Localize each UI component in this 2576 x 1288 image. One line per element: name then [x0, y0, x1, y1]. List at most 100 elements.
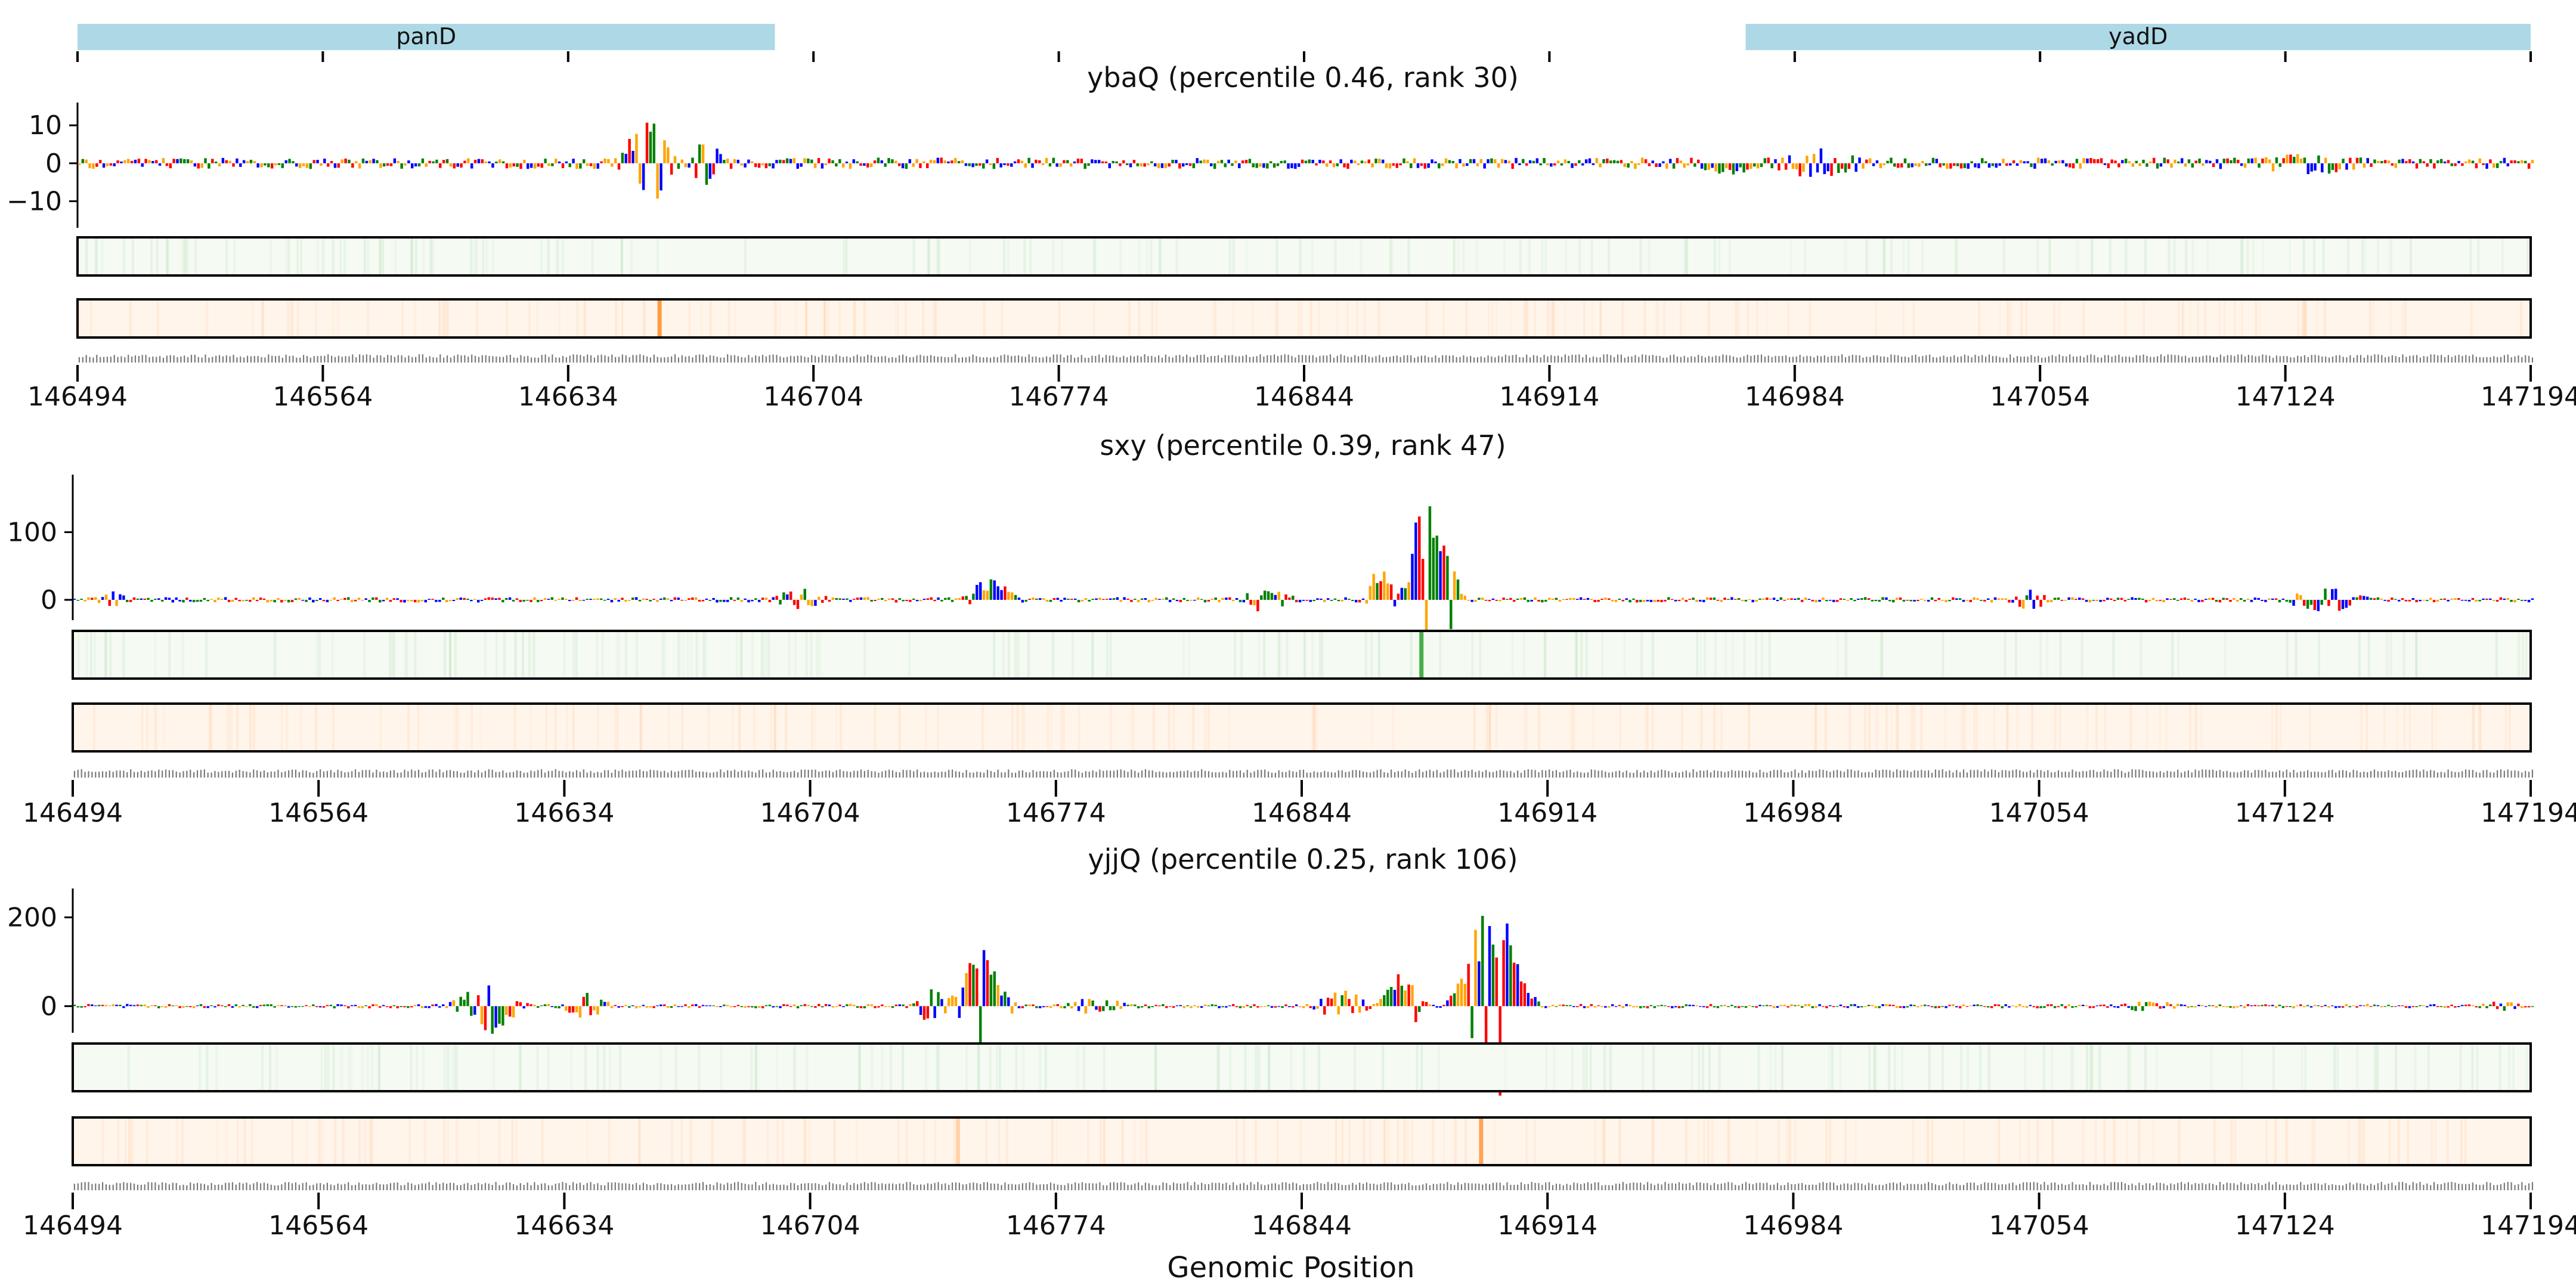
logo-glyph-A	[445, 159, 449, 163]
logo-glyph-G	[1234, 160, 1237, 163]
logo-glyph-C	[1857, 1006, 1860, 1008]
attribution-cell	[331, 632, 334, 677]
logo-glyph-T	[129, 599, 132, 602]
logo-glyph-G	[1621, 1006, 1625, 1008]
logo-glyph-A	[1337, 599, 1340, 602]
logo-glyph-A	[214, 161, 218, 163]
logo-glyph-C	[1091, 159, 1094, 163]
logo-glyph-T	[1450, 995, 1453, 1007]
logo-glyph-T	[1305, 599, 1309, 601]
attribution-cell	[1590, 239, 1593, 274]
attribution-cell	[449, 632, 452, 677]
variant-cell	[228, 705, 231, 750]
logo-glyph-C	[530, 163, 533, 168]
logo-glyph-T	[1593, 599, 1596, 602]
variant-cell	[838, 301, 841, 336]
logo-glyph-G	[2450, 598, 2453, 600]
variant-cell	[1679, 301, 1682, 336]
logo-glyph-G	[2018, 1004, 2021, 1007]
logo-glyph-A	[1527, 599, 1530, 602]
attribution-cell	[1928, 1045, 1931, 1090]
logo-glyph-A	[1087, 163, 1090, 166]
logo-glyph-A	[1281, 1006, 1284, 1008]
logo-glyph-G	[2187, 1006, 2190, 1008]
attribution-cell	[495, 632, 498, 677]
logo-peak-glyph-A	[937, 992, 940, 1007]
logo-glyph-T	[1685, 599, 1688, 602]
logo-glyph-T	[537, 163, 540, 167]
attribution-cell	[2402, 632, 2405, 677]
logo-glyph-A	[568, 163, 571, 168]
logo-glyph-T	[2018, 599, 2021, 607]
variant-cell	[2403, 705, 2406, 750]
logo-glyph-G	[666, 598, 670, 600]
logo-glyph-T	[540, 599, 543, 602]
logo-glyph-A	[501, 161, 505, 163]
attribution-cell	[1700, 632, 1702, 677]
logo-glyph-A	[1308, 159, 1311, 163]
attribution-cell	[1439, 632, 1442, 677]
logo-glyph-G	[729, 1006, 733, 1008]
logo-glyph-T	[2302, 599, 2306, 606]
logo-glyph-G	[445, 1006, 448, 1008]
logo-glyph-A	[1956, 163, 1959, 166]
logo-glyph-A	[1137, 1006, 1140, 1009]
logo-glyph-C	[915, 599, 919, 602]
variant-cell	[554, 705, 557, 750]
logo-glyph-T	[238, 599, 241, 602]
logo-glyph-C	[2159, 163, 2163, 167]
logo-glyph-A	[1779, 597, 1783, 600]
logo-glyph-A	[1660, 1005, 1663, 1007]
logo-glyph-C	[716, 599, 719, 603]
variant-cell	[2279, 705, 2282, 750]
attribution-cell	[2262, 239, 2264, 274]
logo-glyph-A	[1609, 160, 1612, 163]
variant-cell	[1465, 1119, 1467, 1164]
logo-glyph-T	[2383, 160, 2387, 163]
logo-glyph-C	[2015, 163, 2019, 166]
attribution-cell	[2415, 632, 2418, 677]
x-tick-label: 146634	[518, 382, 618, 412]
attribution-cell	[1389, 239, 1392, 274]
logo-glyph-C	[1227, 159, 1230, 163]
attribution-cell	[422, 239, 425, 274]
logo-glyph-T	[1241, 160, 1244, 163]
variant-cell	[2308, 705, 2311, 750]
attribution-cell	[416, 1045, 419, 1090]
variant-cell	[640, 705, 643, 750]
logo-glyph-A	[206, 599, 209, 602]
logo-glyph-T	[116, 160, 119, 163]
logo-glyph-G	[397, 160, 400, 163]
logo-glyph-C	[1158, 599, 1161, 600]
logo-glyph-A	[2306, 1005, 2309, 1007]
logo-glyph-T	[1600, 599, 1603, 600]
logo-glyph-T	[2183, 597, 2187, 600]
logo-glyph-C	[1295, 1004, 1298, 1007]
attribution-cell	[472, 239, 475, 274]
logo-glyph-G	[104, 595, 108, 600]
logo-glyph-G	[1024, 163, 1027, 168]
logo-glyph-A	[2429, 159, 2432, 163]
attribution-cell	[2498, 1045, 2501, 1090]
logo-glyph-G	[571, 599, 575, 601]
logo-glyph-C	[1000, 590, 1003, 600]
logo-peak-glyph-T	[484, 1006, 487, 1030]
logo-glyph-G	[1593, 1006, 1596, 1008]
logo-glyph-T	[2155, 1003, 2159, 1007]
logo-glyph-A	[2198, 158, 2201, 163]
attribution-cell	[1883, 239, 1885, 274]
logo-glyph-C	[2531, 598, 2534, 600]
attribution-cell	[2086, 1045, 2089, 1090]
logo-glyph-T	[940, 157, 943, 163]
attribution-cell	[339, 239, 342, 274]
logo-glyph-T	[1865, 159, 1868, 163]
logo-glyph-A	[881, 597, 884, 600]
logo-glyph-C	[572, 159, 575, 163]
attribution-cell	[101, 239, 104, 274]
variant-cell	[1778, 1119, 1781, 1164]
logo-glyph-A	[294, 598, 298, 600]
logo-glyph-G	[645, 1006, 649, 1008]
attribution-cell	[2356, 1045, 2359, 1090]
logo-peak-glyph-G	[1372, 574, 1375, 600]
logo-glyph-A	[586, 599, 589, 600]
